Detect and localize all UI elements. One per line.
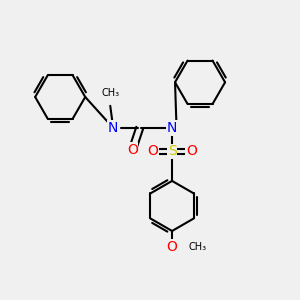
Text: O: O	[167, 240, 178, 254]
Text: CH₃: CH₃	[188, 242, 206, 252]
Text: N: N	[108, 121, 119, 135]
Text: O: O	[148, 145, 158, 158]
Text: O: O	[127, 143, 138, 157]
Text: S: S	[168, 145, 176, 158]
Text: N: N	[167, 121, 177, 135]
Text: O: O	[186, 145, 197, 158]
Text: CH₃: CH₃	[101, 88, 119, 98]
